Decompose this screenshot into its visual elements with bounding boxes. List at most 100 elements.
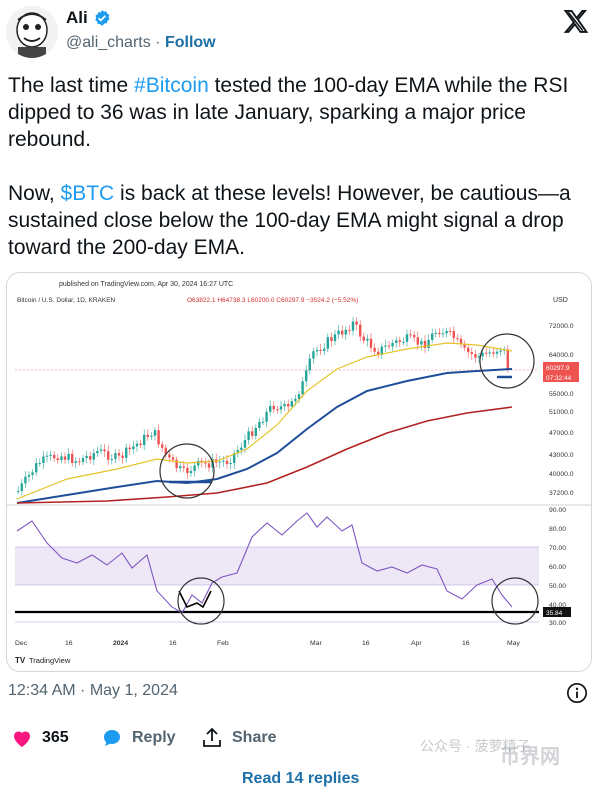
candle-body bbox=[164, 447, 167, 455]
x-logo-icon[interactable] bbox=[562, 8, 590, 36]
candle-body bbox=[294, 398, 297, 402]
candle-body bbox=[204, 462, 207, 464]
rsi-line bbox=[16, 512, 513, 614]
candle-body bbox=[56, 458, 59, 461]
candle-body bbox=[150, 435, 153, 437]
rsi-jan-trace bbox=[178, 590, 212, 609]
candle-body bbox=[380, 346, 383, 355]
candle-body bbox=[132, 446, 135, 450]
like-count: 365 bbox=[42, 729, 69, 746]
date-tick-label: 16 bbox=[65, 640, 73, 647]
price-tick-label: 64000.0 bbox=[549, 352, 574, 359]
handle-line: @ali_charts · Follow bbox=[66, 34, 216, 52]
author-handle[interactable]: @ali_charts bbox=[66, 34, 151, 51]
candle-body bbox=[279, 406, 283, 410]
candle-body bbox=[114, 453, 117, 459]
candle-body bbox=[297, 394, 301, 399]
price-tick-label: 47000.0 bbox=[549, 430, 574, 437]
read-replies-button[interactable]: Read 14 replies bbox=[242, 770, 360, 787]
price-tick-label: 55000.0 bbox=[549, 391, 574, 398]
candle-body bbox=[139, 443, 142, 446]
countdown-tag bbox=[543, 372, 579, 382]
date-tick-label: 2024 bbox=[113, 640, 128, 647]
text-span: The last time bbox=[8, 74, 135, 97]
like-button[interactable]: 365 bbox=[10, 726, 69, 750]
countdown-value: 07:32:44 bbox=[546, 375, 572, 382]
date-tick-label: 16 bbox=[362, 640, 370, 647]
candle-body bbox=[243, 440, 247, 448]
rsi-axis: 90.00 80.00 70.00 60.00 50.00 40.00 30.00 bbox=[549, 507, 566, 627]
candle-body bbox=[305, 370, 308, 382]
rsi-tick-label: 30.00 bbox=[549, 620, 566, 627]
candle-body bbox=[171, 457, 175, 460]
candle-body bbox=[398, 340, 401, 342]
jan-annotation-circle bbox=[159, 443, 215, 499]
text-span: tested the 100-day EMA while the RSI dip… bbox=[8, 74, 569, 151]
candle-body bbox=[269, 405, 272, 412]
candle-body bbox=[153, 430, 157, 436]
tweet-paragraph-1: The last time #Bitcoin tested the 100-da… bbox=[8, 72, 593, 153]
candle-body bbox=[258, 421, 261, 428]
candle-body bbox=[420, 340, 423, 345]
author-name-row[interactable]: Ali bbox=[66, 8, 111, 28]
candle-body bbox=[207, 463, 211, 468]
candle-body bbox=[251, 431, 254, 436]
hashtag-link[interactable]: #Bitcoin bbox=[134, 74, 209, 97]
rsi-tick-label: 70.00 bbox=[549, 545, 566, 552]
candle-body bbox=[157, 430, 160, 445]
share-button[interactable]: Share bbox=[200, 726, 276, 750]
candle-body bbox=[272, 405, 275, 410]
date-tick-label: Apr bbox=[411, 640, 422, 647]
candle-body bbox=[107, 451, 110, 460]
follow-button[interactable]: Follow bbox=[164, 34, 216, 51]
candle-body bbox=[495, 351, 499, 354]
candle-body bbox=[99, 449, 103, 451]
candle-body bbox=[492, 352, 495, 354]
candle-body bbox=[236, 450, 239, 454]
rsi-tick-label: 50.00 bbox=[549, 583, 566, 590]
chart-image[interactable]: published on TradingView.com, Apr 30, 20… bbox=[6, 272, 592, 672]
tweet-text: The last time #Bitcoin tested the 100-da… bbox=[8, 72, 593, 288]
avatar[interactable] bbox=[6, 6, 58, 58]
candle-body bbox=[467, 347, 470, 353]
candle-body bbox=[103, 449, 106, 452]
candle-body bbox=[247, 431, 250, 441]
brand-label: TradingView bbox=[29, 656, 71, 665]
author-name[interactable]: Ali bbox=[66, 8, 88, 27]
candle-body bbox=[427, 339, 430, 349]
candle-body bbox=[366, 338, 369, 341]
symbol-label: Bitcoin / U.S. Dollar, 1D, KRAKEN bbox=[17, 297, 116, 304]
candle-body bbox=[71, 453, 74, 464]
tv-logo-icon: TV bbox=[15, 656, 26, 665]
cashtag-link[interactable]: $BTC bbox=[60, 182, 115, 205]
candle-body bbox=[477, 356, 481, 358]
candle-body bbox=[431, 333, 434, 340]
candle-body bbox=[254, 427, 257, 436]
info-icon[interactable] bbox=[566, 682, 588, 704]
candle-body bbox=[125, 447, 128, 458]
rsi-tick-label: 40.00 bbox=[549, 602, 566, 609]
candle-body bbox=[276, 409, 279, 411]
candle-body bbox=[351, 321, 355, 331]
candle-body bbox=[405, 334, 409, 342]
candle-body bbox=[45, 455, 49, 457]
candle-body bbox=[218, 461, 221, 463]
candle-body bbox=[49, 454, 52, 456]
last-price-value: 60297.9 bbox=[546, 365, 570, 372]
wechat-watermark: 公众号 · 菠萝精子 bbox=[420, 738, 531, 754]
site-watermark: 币界网 bbox=[500, 746, 560, 768]
ema-200-line bbox=[16, 406, 513, 504]
candle-body bbox=[362, 336, 365, 341]
candle-body bbox=[323, 348, 326, 351]
candle-body bbox=[470, 352, 473, 355]
verified-badge-icon bbox=[94, 10, 110, 26]
reply-label: Reply bbox=[132, 729, 176, 746]
date-tick-label: May bbox=[507, 640, 520, 647]
rsi-value-tag bbox=[543, 607, 571, 617]
candle-body bbox=[290, 401, 293, 407]
candle-body bbox=[409, 334, 412, 336]
candle-body bbox=[395, 340, 398, 343]
reply-button[interactable]: Reply bbox=[100, 726, 176, 750]
tweet-timestamp[interactable]: 12:34 AM · May 1, 2024 bbox=[8, 682, 178, 699]
candle-body bbox=[348, 329, 351, 331]
